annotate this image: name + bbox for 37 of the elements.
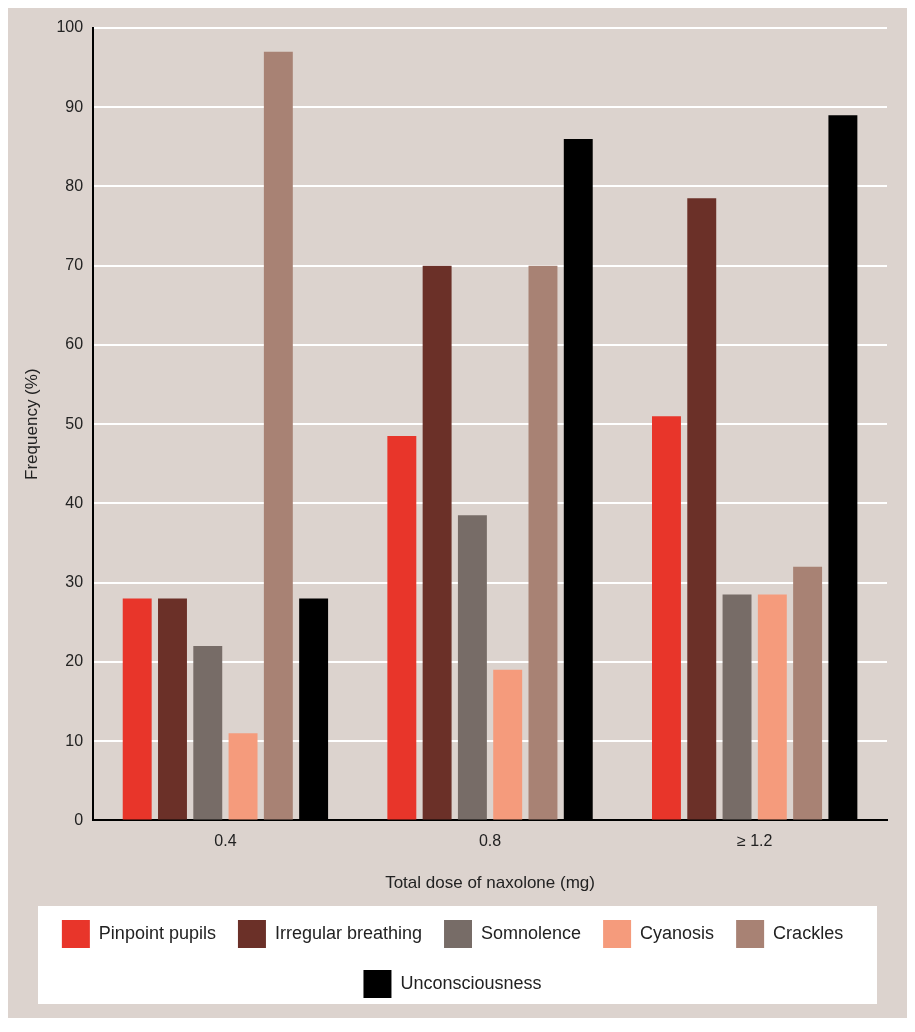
bar	[757, 594, 787, 820]
y-tick-label: 30	[65, 573, 84, 591]
bar	[687, 198, 717, 820]
x-tick-label: 0.4	[214, 832, 237, 850]
bar	[422, 265, 452, 820]
bar	[652, 416, 681, 820]
y-tick-label: 60	[65, 335, 84, 353]
y-tick-label: 90	[65, 97, 84, 115]
y-tick-label: 80	[65, 176, 84, 194]
x-tick-label: ≥ 1.2	[736, 832, 773, 850]
bar	[158, 598, 187, 820]
bar	[263, 51, 293, 820]
bar	[493, 669, 523, 820]
y-tick-label: 10	[65, 731, 84, 749]
y-tick-label: 20	[65, 652, 84, 670]
y-tick-label: 70	[65, 256, 84, 274]
x-tick-label: 0.8	[478, 832, 502, 850]
x-axis-title: Total dose of naxolone (mg)	[385, 873, 595, 893]
bar	[193, 646, 223, 820]
legend-label: Unconsciousness	[400, 972, 542, 993]
bar	[457, 515, 487, 820]
y-tick-label: 40	[65, 493, 84, 511]
legend-label: Crackles	[773, 922, 844, 943]
legend-label: Irregular breathing	[274, 922, 423, 943]
bar	[528, 265, 558, 820]
y-tick-label: 0	[74, 810, 84, 828]
bar	[228, 733, 258, 820]
legend-label: Cyanosis	[640, 922, 715, 943]
y-axis-title: Frequency (%)	[21, 368, 41, 480]
legend-label: Somnolence	[481, 922, 582, 943]
legend-label: Pinpoint pupils	[98, 922, 216, 943]
bar	[793, 566, 823, 820]
y-tick-label: 100	[56, 18, 84, 36]
bar	[122, 598, 152, 820]
bar	[387, 436, 417, 820]
y-tick-label: 50	[65, 414, 84, 432]
bar	[722, 594, 752, 820]
